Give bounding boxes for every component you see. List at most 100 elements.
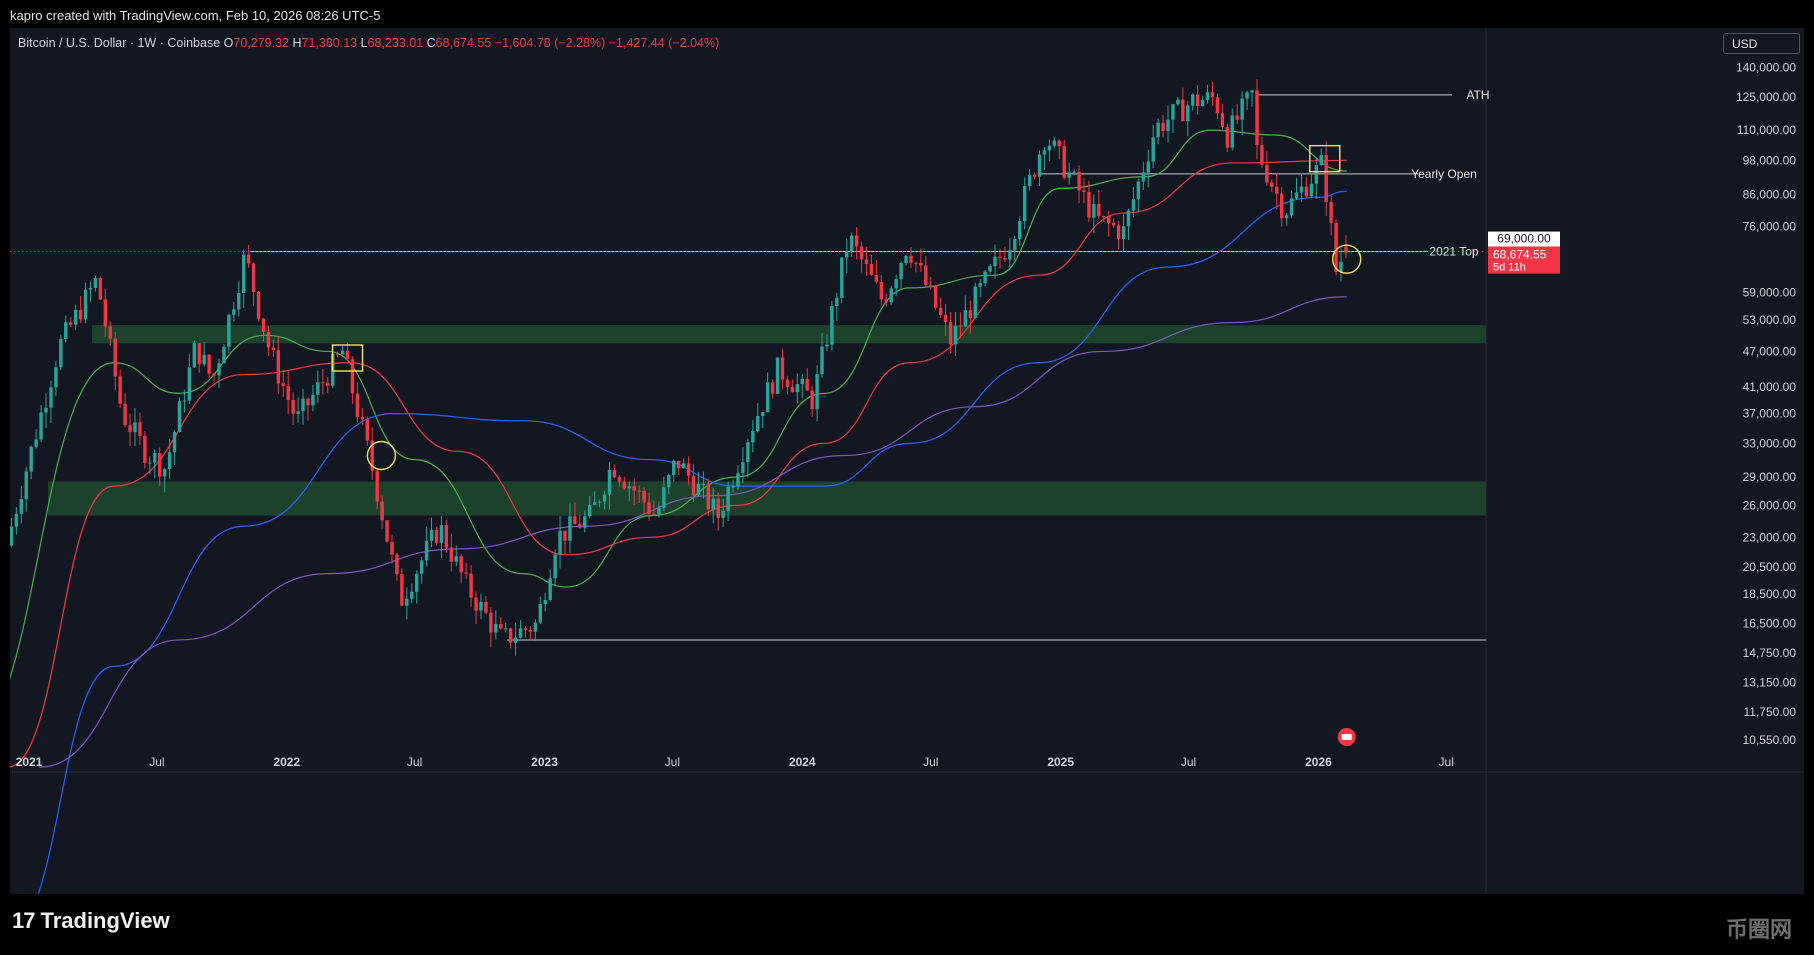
brand[interactable]: 17 TradingView bbox=[12, 908, 170, 934]
candle-body bbox=[879, 281, 884, 300]
candle-body bbox=[355, 393, 360, 418]
low-label: L bbox=[360, 36, 368, 50]
price-tick-label: 13,150.00 bbox=[1743, 676, 1797, 690]
candle-body bbox=[207, 354, 211, 374]
candle-body bbox=[1166, 119, 1170, 132]
candle-body bbox=[78, 310, 83, 320]
candle-body bbox=[830, 306, 834, 345]
price-tick-label: 86,000.00 bbox=[1743, 187, 1797, 201]
candle-body bbox=[237, 292, 241, 310]
candle-body bbox=[1107, 216, 1111, 223]
time-axis[interactable]: 2021 Jul 2022 Jul 2023 Jul 2024 Jul 2025 Jul 2026 J… bbox=[16, 755, 1454, 769]
ma-line-purple bbox=[38, 296, 1347, 768]
candle-body bbox=[1265, 164, 1269, 183]
ohlc-legend: Bitcoin / U.S. Dollar · 1W · Coinbase O7… bbox=[18, 36, 719, 50]
candle-body bbox=[1136, 181, 1141, 200]
candle-body bbox=[929, 285, 933, 287]
candle-body bbox=[311, 394, 315, 406]
candle-body bbox=[943, 314, 948, 323]
candle-body bbox=[508, 628, 513, 643]
price-tick-label: 26,000.00 bbox=[1743, 498, 1797, 512]
candle-body bbox=[157, 453, 162, 477]
price-tick-label: 47,000.00 bbox=[1743, 344, 1797, 358]
candle-body bbox=[1215, 97, 1220, 114]
candle-body bbox=[765, 382, 770, 413]
candle-body bbox=[1314, 164, 1319, 184]
tradingview-logo-icon: 17 bbox=[12, 908, 36, 933]
candle-body bbox=[54, 367, 58, 388]
level-price-text: 69,000.00 bbox=[1497, 232, 1551, 246]
candle-body bbox=[859, 246, 864, 260]
candle-body bbox=[232, 309, 236, 315]
candle-body bbox=[637, 490, 641, 492]
candle-body bbox=[686, 463, 691, 476]
candle-body bbox=[854, 235, 859, 247]
candle-body bbox=[73, 310, 78, 325]
candle-body bbox=[108, 326, 112, 339]
candle-body bbox=[301, 398, 305, 412]
candle-body bbox=[588, 505, 592, 517]
candle-body bbox=[563, 530, 567, 541]
candle-body bbox=[1181, 99, 1185, 122]
candle-body bbox=[182, 400, 187, 402]
candle-body bbox=[864, 259, 869, 264]
candle-body bbox=[840, 257, 844, 298]
candle-body bbox=[597, 501, 602, 503]
candle-body bbox=[222, 346, 226, 364]
candle-body bbox=[271, 347, 276, 351]
open-value: 70,279.32 bbox=[233, 36, 289, 50]
candle-body bbox=[167, 452, 172, 470]
currency-selector[interactable]: USD bbox=[1723, 33, 1800, 54]
price-tick-label: 14,750.00 bbox=[1743, 646, 1797, 660]
price-axis[interactable]: 140,000.00 125,000.00 110,000.00 98,000.00 8… bbox=[1736, 61, 1796, 747]
candle-body bbox=[1161, 122, 1165, 132]
chart-pane[interactable]: ATH Yearly Open 2021 Top 140,000.00 125,000… bbox=[0, 28, 1804, 935]
candle-body bbox=[44, 407, 48, 413]
candle-body bbox=[429, 529, 434, 541]
support-zone-1 bbox=[92, 325, 1486, 344]
candle-body bbox=[1018, 221, 1022, 239]
candle-body bbox=[1334, 222, 1338, 272]
highlight-circle-2 bbox=[366, 440, 397, 471]
time-tick-label: Jul bbox=[1181, 755, 1196, 769]
candle-body bbox=[375, 470, 379, 502]
candles bbox=[9, 79, 1348, 656]
candle-body bbox=[306, 398, 310, 406]
candle-body bbox=[938, 307, 943, 315]
candle-body bbox=[553, 554, 557, 579]
candle-body bbox=[983, 271, 987, 284]
footer: 17 TradingView 币圈网 bbox=[0, 894, 1814, 955]
candle-body bbox=[696, 483, 701, 496]
candle-body bbox=[390, 541, 394, 555]
candle-body bbox=[24, 471, 28, 500]
change-value-2: −1,427.44 (−2.04%) bbox=[608, 36, 720, 50]
candle-body bbox=[444, 525, 449, 548]
candle-body bbox=[385, 520, 389, 542]
candle-body bbox=[296, 411, 300, 414]
candle-body bbox=[138, 422, 142, 436]
candle-body bbox=[592, 502, 597, 506]
high-value: 71,380.13 bbox=[301, 36, 358, 50]
candle-body bbox=[993, 256, 997, 267]
candle-body bbox=[528, 629, 533, 632]
candle-body bbox=[1245, 92, 1249, 99]
time-tick-label: 2024 bbox=[789, 755, 816, 769]
candle-body bbox=[291, 399, 295, 414]
candle-body bbox=[578, 523, 582, 528]
time-tick-label: 2025 bbox=[1047, 755, 1074, 769]
candle-body bbox=[869, 263, 874, 275]
candle-body bbox=[484, 601, 488, 613]
candle-body bbox=[746, 442, 750, 463]
candle-body bbox=[439, 525, 444, 543]
candle-body bbox=[721, 511, 725, 518]
candle-body bbox=[434, 529, 439, 543]
candle-body bbox=[148, 462, 152, 464]
top-bar: kapro created with TradingView.com, Feb … bbox=[0, 0, 1814, 28]
candle-body bbox=[948, 322, 953, 345]
price-tick-label: 10,550.00 bbox=[1743, 733, 1797, 747]
candle-body bbox=[953, 325, 958, 345]
candle-body bbox=[904, 255, 908, 264]
candle-body bbox=[1289, 198, 1294, 216]
candle-body bbox=[1116, 225, 1121, 239]
